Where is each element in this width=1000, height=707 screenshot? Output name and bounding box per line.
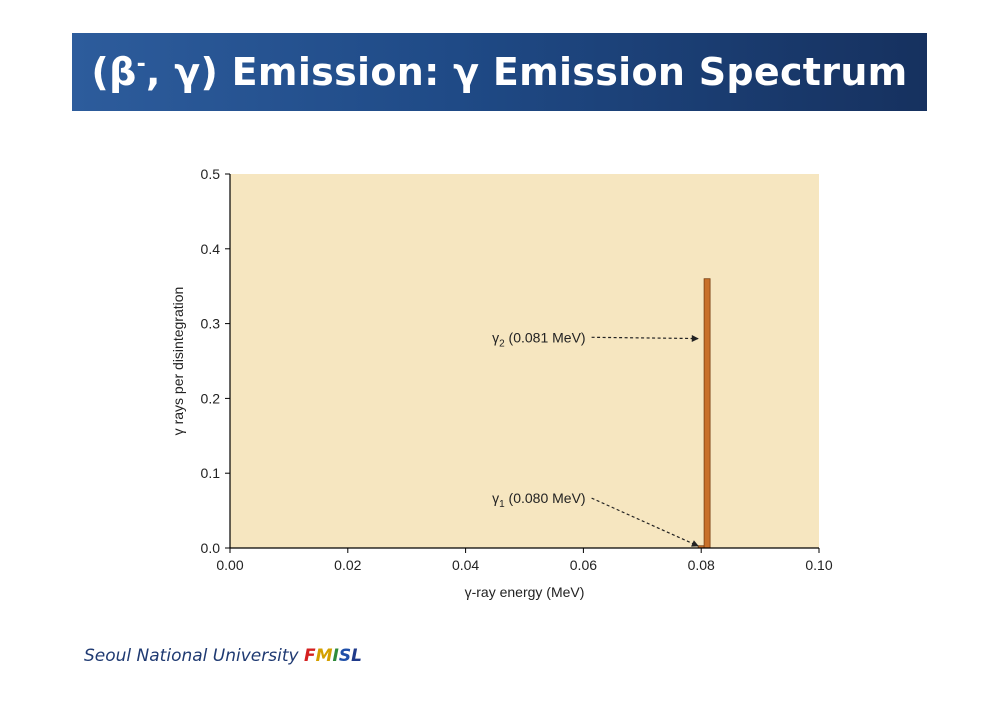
title-superscript: - xyxy=(136,52,147,77)
logo-letter-3: S xyxy=(338,646,352,666)
y-tick-label-5: 0.5 xyxy=(201,166,221,182)
annotation-arrow-0 xyxy=(591,497,699,547)
title-prefix: (β xyxy=(91,50,137,94)
bar-1 xyxy=(703,278,711,549)
x-tick-label-5: 0.10 xyxy=(805,557,832,573)
logo-letter-0: F xyxy=(303,646,316,666)
slide-title: (β-, γ) Emission: γ Emission Spectrum xyxy=(91,50,907,94)
footer-text: Seoul National University xyxy=(84,646,304,666)
y-axis-label: γ rays per disintegration xyxy=(170,287,186,436)
y-tick-label-1: 0.1 xyxy=(201,465,221,481)
slide-title-bar: (β-, γ) Emission: γ Emission Spectrum xyxy=(72,33,927,111)
annotation-arrow-1 xyxy=(591,334,699,342)
x-tick-label-1: 0.02 xyxy=(334,557,361,573)
y-tick-label-3: 0.3 xyxy=(201,316,221,332)
x-tick-label-3: 0.06 xyxy=(570,557,597,573)
y-tick-label-0: 0.0 xyxy=(201,540,221,556)
y-tick-label-4: 0.4 xyxy=(201,241,221,257)
x-tick-label-2: 0.04 xyxy=(452,557,479,573)
x-tick-label-0: 0.00 xyxy=(216,557,243,573)
annotation-label-1: γ2 (0.081 MeV) xyxy=(492,329,585,349)
x-axis-label: γ-ray energy (MeV) xyxy=(465,584,585,600)
footer: Seoul National University FMISL xyxy=(84,646,362,666)
annotation-label-0: γ1 (0.080 MeV) xyxy=(492,490,585,510)
title-suffix: , γ) Emission: γ Emission Spectrum xyxy=(146,50,908,94)
logo-letter-2: I xyxy=(332,646,339,666)
y-tick-label-2: 0.2 xyxy=(201,390,221,406)
logo-letter-1: M xyxy=(315,646,333,666)
x-tick-label-4: 0.08 xyxy=(688,557,715,573)
logo-letter-4: L xyxy=(351,646,362,666)
fmisl-logo: FMISL xyxy=(304,646,362,666)
plot-background xyxy=(230,174,819,548)
